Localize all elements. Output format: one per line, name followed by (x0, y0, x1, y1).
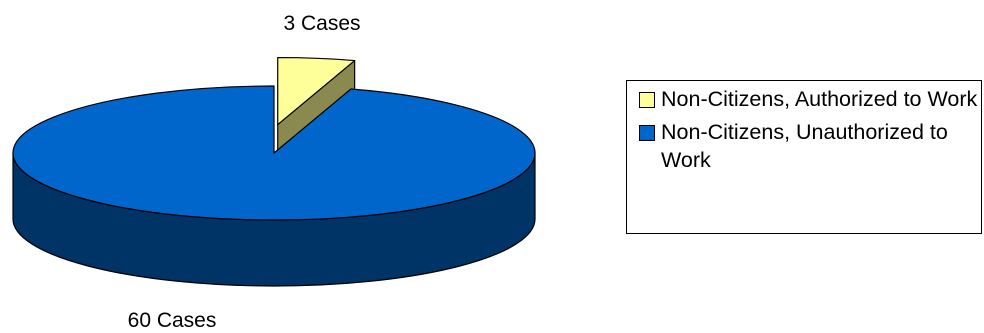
legend: Non-Citizens, Authorized to Work Non-Cit… (626, 80, 982, 234)
legend-item-unauthorized: Non-Citizens, Unauthorized to Work (639, 118, 981, 174)
pie-chart: 3 Cases 60 Cases (12, 12, 536, 332)
legend-label-unauthorized: Non-Citizens, Unauthorized to Work (661, 120, 948, 172)
legend-swatch-unauthorized (639, 125, 655, 141)
legend-item-authorized: Non-Citizens, Authorized to Work (639, 85, 981, 113)
legend-swatch-authorized (639, 92, 655, 108)
legend-label-authorized: Non-Citizens, Authorized to Work (661, 87, 978, 111)
pie-tops (12, 56, 536, 221)
pie-slice-authorized (277, 56, 356, 126)
slice-label-unauthorized: 60 Cases (128, 309, 217, 332)
slice-label-authorized: 3 Cases (283, 12, 360, 35)
pie-slice-unauthorized (12, 85, 536, 221)
